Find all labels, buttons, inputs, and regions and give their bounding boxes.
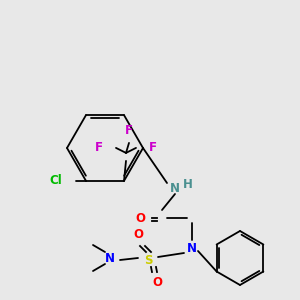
Text: N: N xyxy=(170,182,180,194)
Text: Cl: Cl xyxy=(49,174,62,188)
Text: N: N xyxy=(105,251,115,265)
Text: N: N xyxy=(187,242,197,254)
Text: S: S xyxy=(144,254,152,266)
Text: F: F xyxy=(125,124,133,137)
Text: O: O xyxy=(152,275,162,289)
Text: F: F xyxy=(95,141,103,154)
Text: H: H xyxy=(183,178,193,190)
Text: O: O xyxy=(133,227,143,241)
Text: O: O xyxy=(135,212,145,226)
Text: F: F xyxy=(149,141,157,154)
